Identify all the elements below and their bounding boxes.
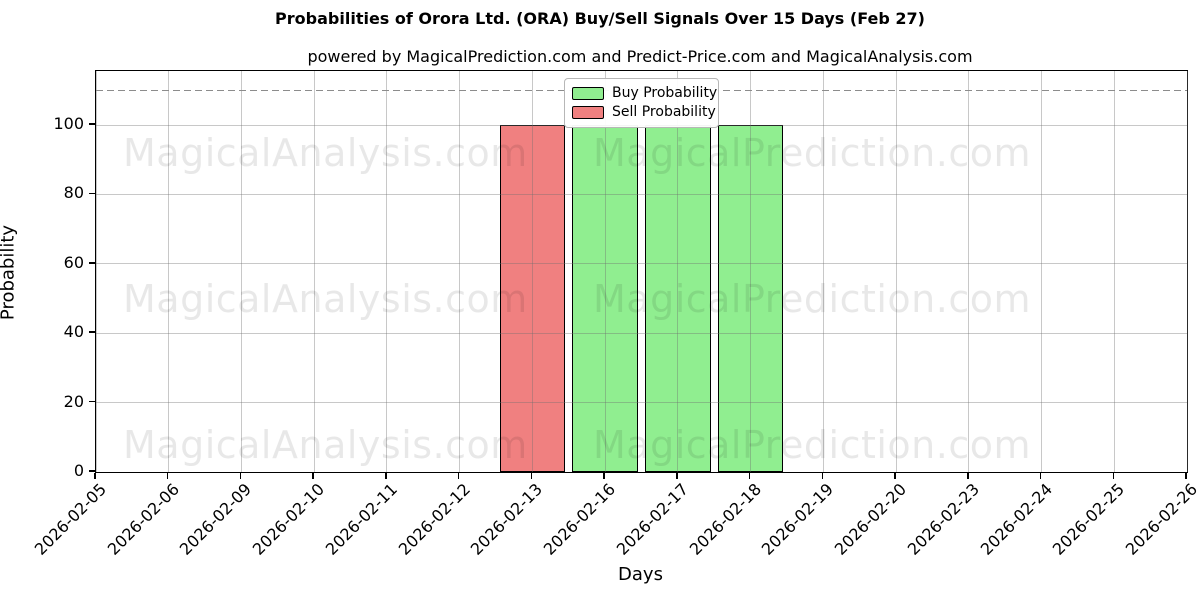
y-tick-label: 80 — [63, 183, 84, 203]
bar-buy-2026-02-17 — [645, 125, 711, 472]
x-tick-mark — [1185, 472, 1187, 479]
bar-buy-2026-02-16 — [572, 125, 638, 472]
gridline-vertical — [1041, 71, 1043, 472]
x-tick-label: 2026-02-20 — [830, 479, 911, 559]
x-tick-mark — [312, 472, 314, 479]
y-tick-mark — [88, 123, 95, 125]
gridline-vertical — [313, 71, 315, 472]
y-tick-mark — [88, 470, 95, 472]
y-tick-label: 40 — [63, 322, 84, 342]
x-tick-mark — [748, 472, 751, 479]
gridline-vertical — [95, 71, 97, 472]
x-tick-mark — [530, 472, 533, 479]
x-tick-mark — [603, 472, 605, 479]
x-axis-title: Days — [618, 564, 663, 585]
gridline-horizontal — [96, 332, 1187, 334]
watermark-text: MagicalAnalysis.com — [123, 277, 528, 321]
watermark-text: MagicalAnalysis.com — [123, 131, 528, 175]
gridline-vertical — [822, 71, 824, 472]
x-tick-label: 2026-02-18 — [685, 479, 765, 559]
x-tick-label: 2026-02-23 — [903, 479, 983, 559]
legend-item-sell: Sell Probability — [572, 103, 716, 121]
x-tick-label: 2026-02-26 — [1121, 479, 1200, 559]
watermark-text: MagicalPrediction.com — [593, 423, 1031, 467]
x-tick-mark — [1039, 472, 1042, 479]
gridline-vertical — [459, 71, 461, 472]
gridline-vertical — [240, 71, 242, 472]
gridline-vertical — [386, 71, 388, 472]
x-tick-mark — [457, 472, 460, 479]
y-tick-label: 60 — [63, 252, 84, 272]
gridline-vertical — [168, 71, 170, 472]
watermark-text: MagicalPrediction.com — [593, 131, 1031, 175]
gridline-horizontal — [96, 263, 1187, 265]
gridline-vertical — [968, 71, 970, 472]
x-tick-mark — [239, 472, 242, 479]
x-tick-mark — [894, 472, 896, 479]
bar-buy-2026-02-18 — [717, 125, 784, 472]
chart-subtitle: powered by MagicalPrediction.com and Pre… — [307, 47, 973, 66]
watermark-text: MagicalPrediction.com — [593, 277, 1031, 321]
x-tick-mark — [967, 472, 969, 479]
bar-sell-2026-02-13 — [499, 125, 566, 472]
x-tick-label: 2026-02-25 — [1049, 479, 1129, 559]
x-tick-label: 2026-02-19 — [758, 479, 838, 559]
x-tick-label: 2026-02-17 — [612, 479, 692, 559]
y-tick-label: 20 — [63, 391, 84, 411]
x-tick-label: 2026-02-05 — [30, 479, 111, 559]
y-tick-label: 0 — [73, 461, 84, 480]
x-tick-mark — [821, 472, 824, 479]
y-tick-mark — [88, 192, 95, 195]
bars-layer — [96, 71, 1187, 472]
x-tick-mark — [676, 472, 678, 479]
y-tick-mark — [88, 262, 95, 264]
x-tick-mark — [385, 472, 387, 479]
x-tick-mark — [94, 472, 96, 479]
gridline-horizontal — [96, 193, 1187, 195]
y-tick-mark — [88, 400, 95, 403]
watermark-layer: MagicalAnalysis.com MagicalPrediction.com… — [96, 71, 1187, 472]
x-tick-mark — [1112, 472, 1115, 479]
x-tick-label: 2026-02-06 — [103, 479, 183, 559]
legend: Buy Probability Sell Probability — [564, 78, 719, 128]
x-tick-label: 2026-02-10 — [249, 479, 329, 559]
legend-item-buy: Buy Probability — [572, 84, 717, 102]
y-tick-mark — [88, 331, 95, 333]
watermark-text: MagicalAnalysis.com — [123, 423, 528, 467]
x-tick-label: 2026-02-09 — [176, 479, 256, 559]
x-tick-mark — [166, 472, 169, 479]
legend-label-buy-probability: Buy Probability — [612, 85, 718, 101]
legend-swatch-buy-probability — [572, 86, 604, 100]
gridline-vertical — [604, 71, 606, 472]
gridline-vertical — [677, 71, 679, 472]
y-axis-title: Probability — [0, 224, 19, 321]
gridline-vertical — [1113, 71, 1115, 472]
gridline-vertical — [531, 71, 533, 472]
x-tick-label: 2026-02-24 — [976, 479, 1056, 559]
x-tick-label: 2026-02-13 — [467, 479, 547, 559]
x-tick-label: 2026-02-11 — [321, 479, 401, 559]
x-tick-label: 2026-02-12 — [394, 479, 474, 559]
gridline-vertical — [1186, 71, 1188, 472]
x-tick-label: 2026-02-16 — [539, 479, 620, 559]
y-tick-label: 100 — [53, 114, 84, 134]
chart-title: Probabilities of Orora Ltd. (ORA) Buy/Se… — [275, 9, 925, 28]
legend-label-sell-probability: Sell Probability — [612, 104, 716, 120]
gridline-horizontal — [96, 402, 1187, 404]
gridline-vertical — [750, 71, 752, 472]
plot-area: MagicalAnalysis.com MagicalPrediction.com… — [95, 70, 1188, 473]
gridline-vertical — [895, 71, 897, 472]
legend-swatch-sell-probability — [572, 105, 604, 119]
